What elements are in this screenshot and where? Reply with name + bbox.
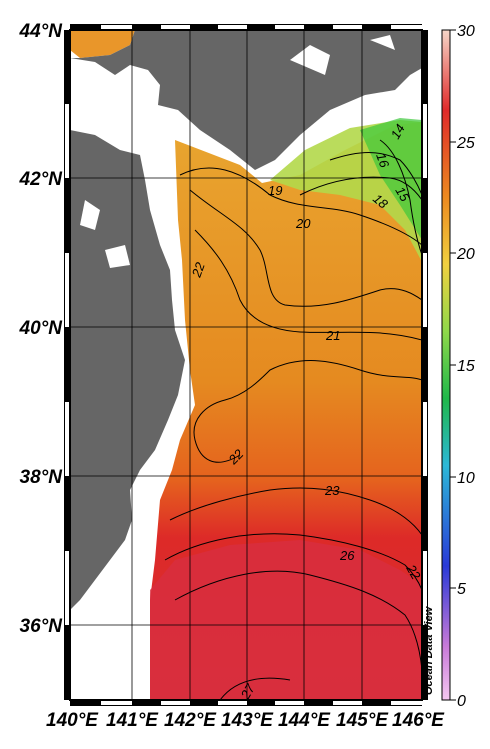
- latitude-labels: 44°N 42°N 40°N 38°N 36°N: [19, 21, 64, 637]
- colorbar: 30 25 20 15 10 5 0: [441, 23, 475, 710]
- contour-label: 14: [388, 121, 408, 141]
- lat-label-36: 36°N: [20, 616, 64, 637]
- lon-label-144: 144°E: [278, 710, 331, 731]
- contour-label: 21: [325, 328, 340, 343]
- contour-label: 20: [295, 216, 311, 231]
- colorbar-tick-0: 0: [457, 693, 466, 710]
- contour-label: 22: [403, 561, 424, 583]
- colorbar-tick-5: 5: [457, 581, 466, 598]
- ocean-data-view-watermark: Ocean Data View: [423, 605, 435, 695]
- frame-ticks: [64, 24, 428, 706]
- lon-label-146: 146°E: [392, 710, 445, 731]
- lon-label-143: 143°E: [221, 710, 274, 731]
- lat-label-44: 44°N: [19, 21, 64, 42]
- warm-core: [150, 540, 422, 700]
- map-plot-area: [70, 30, 422, 700]
- colorbar-gradient: [441, 29, 451, 701]
- grid-lines: [70, 30, 422, 700]
- longitude-labels: 140°E 141°E 142°E 143°E 144°E 145°E 146°…: [46, 710, 445, 731]
- lat-label-42: 42°N: [19, 169, 64, 190]
- contour-label: 16: [373, 151, 392, 170]
- land-japan: [70, 30, 422, 170]
- colorbar-tick-10: 10: [457, 470, 475, 487]
- colorbar-tick-15: 15: [457, 358, 475, 375]
- lat-label-38: 38°N: [20, 467, 64, 488]
- contour-label: 19: [268, 183, 282, 198]
- colorbar-tick-20: 20: [456, 246, 475, 263]
- lon-label-145: 145°E: [336, 710, 389, 731]
- colorbar-tick-30: 30: [457, 23, 475, 40]
- lon-label-140: 140°E: [46, 710, 99, 731]
- contour-label: 23: [324, 483, 340, 498]
- contour-label: 22: [188, 260, 208, 280]
- contour-label: 27: [237, 681, 258, 703]
- land-honshu: [70, 130, 185, 610]
- lat-label-40: 40°N: [19, 318, 64, 339]
- colorbar-tick-25: 25: [456, 135, 475, 152]
- contour-label: 26: [339, 548, 355, 563]
- lon-label-141: 141°E: [106, 710, 159, 731]
- lon-label-142: 142°E: [164, 710, 217, 731]
- contour-label-group: 19 20 21 22 22 23 26 27 14 15 16 18 22: [188, 121, 424, 702]
